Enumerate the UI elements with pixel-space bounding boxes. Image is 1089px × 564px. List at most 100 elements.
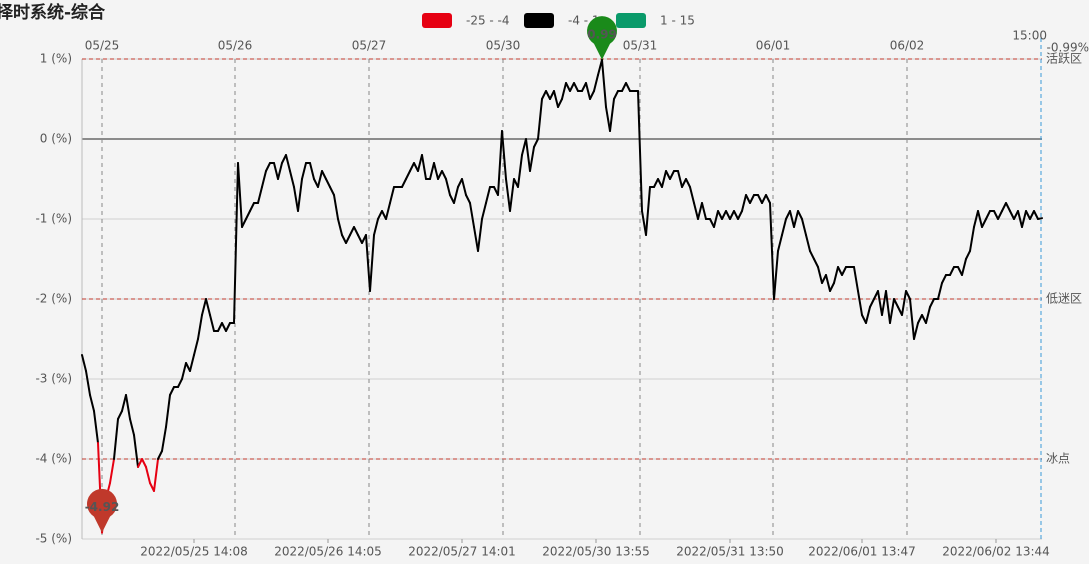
line-segment xyxy=(805,234,811,252)
line-segment xyxy=(409,162,415,172)
line-segment xyxy=(129,418,135,436)
line-segment xyxy=(865,306,871,324)
line-segment xyxy=(553,90,559,108)
line-segment xyxy=(125,394,131,420)
y-tick-label: 0 (%) xyxy=(40,132,72,146)
line-segment xyxy=(601,58,607,108)
line-segment xyxy=(797,210,803,220)
line-segment xyxy=(121,394,127,412)
line-segment xyxy=(833,266,839,284)
line-segment xyxy=(801,218,807,236)
line-segment xyxy=(241,218,247,228)
line-segment xyxy=(113,418,119,460)
line-segment xyxy=(593,74,599,92)
line-segment xyxy=(301,162,307,180)
line-segment xyxy=(941,274,947,284)
line-segment xyxy=(609,98,615,132)
line-segment xyxy=(537,98,543,140)
x-tick-label: 2022/06/01 13:47 xyxy=(808,545,916,559)
line-segment xyxy=(721,210,727,220)
line-segment xyxy=(733,210,739,220)
line-segment xyxy=(981,218,987,228)
line-segment xyxy=(265,162,271,172)
y-tick-label: -1 (%) xyxy=(35,212,72,226)
line-segment xyxy=(1005,202,1011,212)
line-segment xyxy=(329,186,335,196)
last-time: 15:00 xyxy=(1012,29,1047,43)
line-segment xyxy=(777,234,783,252)
line-segment xyxy=(545,90,551,100)
line-segment xyxy=(817,266,823,284)
line-segment xyxy=(713,210,719,228)
line-segment xyxy=(469,202,475,228)
line-segment xyxy=(729,210,735,220)
line-segment xyxy=(445,178,451,196)
line-segment xyxy=(189,354,195,372)
line-segment xyxy=(585,82,591,100)
line-segment xyxy=(93,410,99,444)
line-segment xyxy=(373,218,379,236)
line-segment xyxy=(285,154,291,172)
x-tick-label: 2022/05/26 14:05 xyxy=(274,545,382,559)
line-segment xyxy=(321,170,327,180)
line-segment xyxy=(973,210,979,228)
line-segment xyxy=(257,186,263,204)
line-segment xyxy=(193,338,199,356)
line-segment xyxy=(573,82,579,92)
top-x-tick-label: 05/27 xyxy=(352,39,387,53)
line-segment xyxy=(613,90,619,100)
line-segment xyxy=(605,106,611,132)
line-segment xyxy=(869,298,875,308)
line-segment xyxy=(1021,210,1027,228)
line-segment xyxy=(565,82,571,92)
line-segment xyxy=(881,290,887,316)
y-tick-label: -5 (%) xyxy=(35,532,72,546)
line-segment xyxy=(417,154,423,172)
pin-label: 0.99 xyxy=(587,27,617,41)
line-segment xyxy=(345,234,351,244)
line-segment xyxy=(569,82,575,92)
line-segment xyxy=(197,314,203,340)
line-segment xyxy=(221,322,227,332)
line-segment xyxy=(825,274,831,292)
line-segment xyxy=(1017,210,1023,228)
line-segment xyxy=(85,370,91,396)
x-tick-label: 2022/05/27 14:01 xyxy=(408,545,516,559)
line-segment xyxy=(809,250,815,260)
x-tick-label: 2022/05/30 13:55 xyxy=(542,545,650,559)
line-segment xyxy=(885,290,891,324)
reference-label: 活跃区 xyxy=(1046,52,1082,66)
line-segment xyxy=(937,282,943,300)
line-segment xyxy=(237,162,243,228)
line-segment xyxy=(117,410,123,420)
line-segment xyxy=(225,322,231,332)
pin-marker xyxy=(587,16,618,60)
line-segment xyxy=(837,266,843,276)
line-segment xyxy=(541,90,547,100)
line-segment xyxy=(645,186,651,236)
line-segment xyxy=(813,258,819,268)
line-segment xyxy=(889,298,895,324)
line-segment xyxy=(377,210,383,220)
reference-label: 冰点 xyxy=(1046,452,1070,466)
line-segment xyxy=(385,202,391,220)
line-segment xyxy=(145,466,151,484)
line-segment xyxy=(1001,202,1007,212)
line-segment xyxy=(109,458,115,484)
line-segment xyxy=(181,362,187,380)
line-segment xyxy=(689,186,695,204)
line-segment xyxy=(909,298,915,340)
line-segment xyxy=(477,218,483,252)
line-segment xyxy=(157,450,163,460)
line-segment xyxy=(249,202,255,212)
top-x-tick-label: 06/02 xyxy=(890,39,925,53)
line-segment xyxy=(293,186,299,212)
line-segment xyxy=(561,82,567,100)
pin-marker xyxy=(87,488,117,533)
line-segment xyxy=(289,170,295,188)
line-segment xyxy=(161,426,167,452)
line-segment xyxy=(905,290,911,300)
line-segment xyxy=(965,250,971,260)
